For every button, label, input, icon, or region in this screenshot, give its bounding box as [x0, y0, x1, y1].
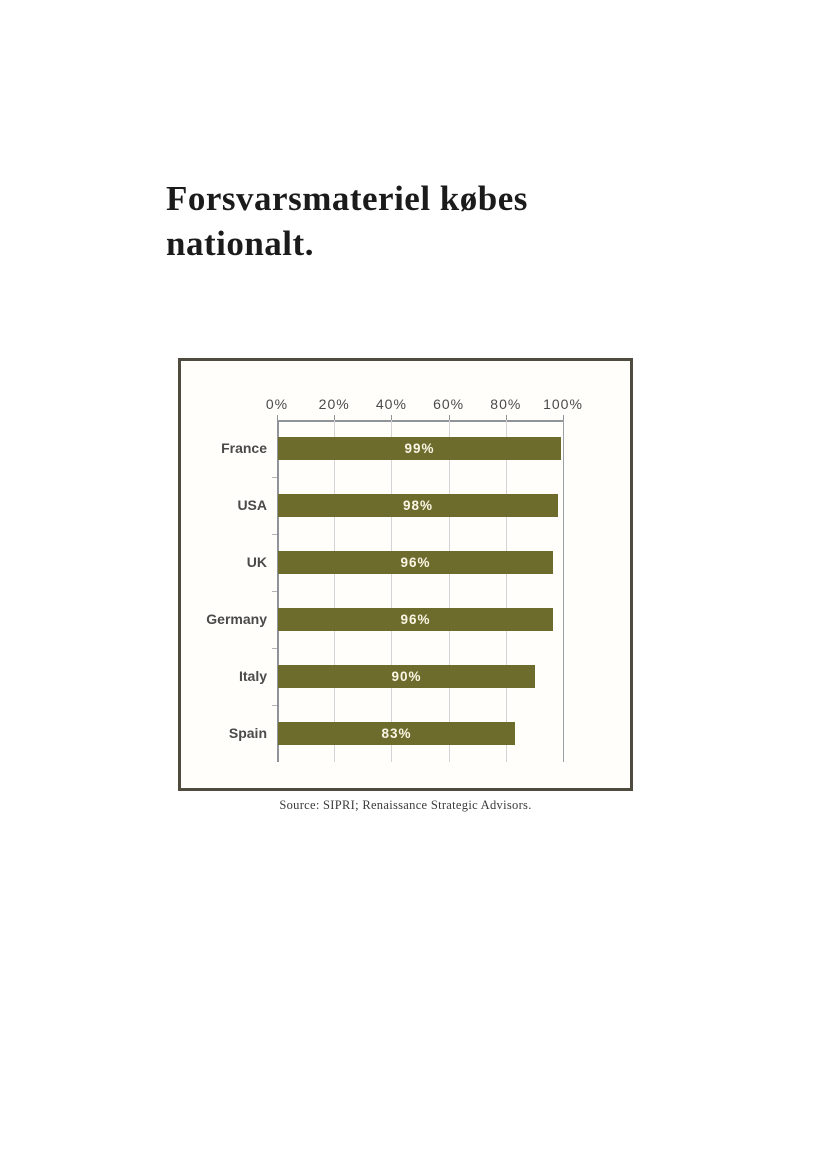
category-label: Italy	[238, 668, 267, 684]
category-label: USA	[237, 497, 267, 513]
x-axis-tick-mark	[563, 415, 564, 420]
category-label: France	[221, 440, 267, 456]
x-axis-tick-label: 0%	[265, 396, 289, 412]
category-label: Germany	[206, 611, 267, 627]
bar-value-label: 90%	[391, 669, 422, 684]
bar-value-label: 96%	[400, 612, 431, 627]
vertical-gridline	[391, 420, 393, 762]
bar-value-label: 98%	[402, 498, 434, 513]
category-boundary-tick	[272, 648, 277, 649]
x-axis-line	[277, 420, 564, 422]
bar: 99%	[278, 437, 561, 460]
vertical-gridline	[334, 420, 336, 762]
y-axis-line	[277, 420, 279, 762]
category-boundary-tick	[272, 534, 277, 535]
category-boundary-tick	[272, 591, 277, 592]
vertical-gridline	[448, 420, 450, 762]
x-axis-tick-label: 60%	[433, 396, 465, 412]
category-boundary-tick	[272, 705, 277, 706]
bar: 90%	[278, 665, 535, 688]
category-label: UK	[246, 554, 267, 570]
x-axis-tick-label: 20%	[318, 396, 350, 412]
x-axis-tick-label: 80%	[490, 396, 522, 412]
vertical-gridline	[505, 420, 507, 762]
chart-inner: 0% 20% 40% 60% 80% 100% France 99% USA 98% UK 96% Ge…	[181, 361, 630, 788]
x-axis-tick-mark	[448, 415, 450, 420]
category-boundary-tick	[272, 477, 277, 478]
x-axis-tick-mark	[505, 415, 507, 420]
x-axis-tick-label: 100%	[543, 396, 583, 412]
bar-value-label: 83%	[381, 726, 412, 741]
bar-value-label: 96%	[400, 555, 431, 570]
bar: 98%	[278, 494, 558, 517]
bar: 83%	[278, 722, 515, 745]
x-axis-tick-mark	[391, 415, 393, 420]
category-label: Spain	[228, 725, 267, 741]
plot-right-border-line	[563, 420, 564, 762]
bar-value-label: 99%	[404, 441, 435, 456]
bar-chart-frame: 0% 20% 40% 60% 80% 100% France 99% USA 98% UK 96% Ge…	[178, 358, 633, 791]
page-title: Forsvarsmateriel købes nationalt.	[166, 179, 528, 263]
x-axis-tick-mark	[277, 415, 278, 420]
bar: 96%	[278, 551, 553, 574]
bar: 96%	[278, 608, 553, 631]
x-axis-tick-label: 40%	[375, 396, 407, 412]
x-axis-tick-mark	[334, 415, 336, 420]
chart-source-caption: Source: SIPRI; Renaissance Strategic Adv…	[279, 798, 532, 812]
